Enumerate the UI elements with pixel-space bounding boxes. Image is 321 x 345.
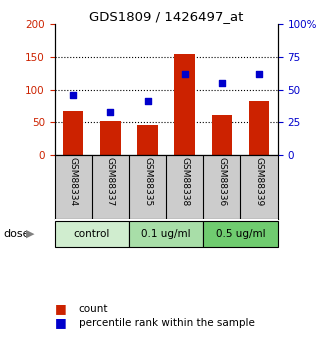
Text: GSM88337: GSM88337 [106,157,115,206]
Text: dose: dose [3,229,30,239]
Point [108,109,113,115]
Text: control: control [74,229,110,239]
Text: percentile rank within the sample: percentile rank within the sample [79,318,255,327]
Point [219,80,224,86]
Text: GSM88334: GSM88334 [69,157,78,206]
Text: GSM88338: GSM88338 [180,157,189,206]
Text: ■: ■ [55,316,66,329]
Text: count: count [79,304,108,314]
Point [71,92,76,98]
Bar [55,221,129,247]
Point [256,71,262,77]
Point [145,99,150,104]
Text: GSM88335: GSM88335 [143,157,152,206]
Text: 0.5 ug/ml: 0.5 ug/ml [216,229,265,239]
Bar [100,121,121,155]
Text: ■: ■ [55,302,66,315]
Bar [249,101,269,155]
Bar [63,111,83,155]
Text: 0.1 ug/ml: 0.1 ug/ml [141,229,191,239]
Bar [212,115,232,155]
Bar [137,125,158,155]
Title: GDS1809 / 1426497_at: GDS1809 / 1426497_at [89,10,243,23]
Bar [129,221,203,247]
Text: ▶: ▶ [26,229,35,239]
Bar [175,53,195,155]
Text: GSM88339: GSM88339 [255,157,264,206]
Bar [203,221,278,247]
Text: GSM88336: GSM88336 [217,157,226,206]
Point [182,71,187,77]
